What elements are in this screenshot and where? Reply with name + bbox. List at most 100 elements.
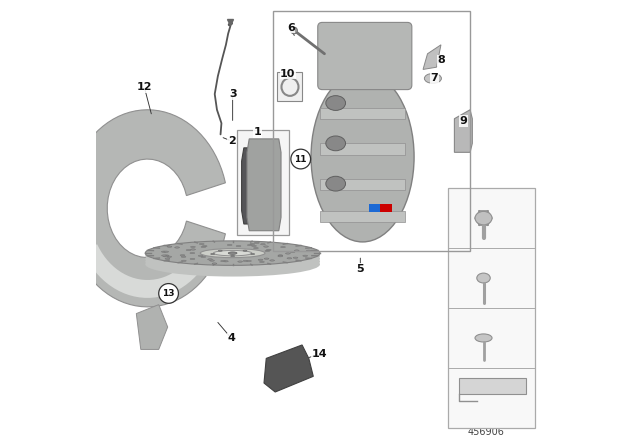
Ellipse shape — [307, 250, 311, 251]
Polygon shape — [83, 244, 212, 298]
Ellipse shape — [145, 241, 320, 265]
Text: 5: 5 — [356, 264, 364, 274]
Ellipse shape — [246, 260, 252, 262]
Text: 13: 13 — [456, 213, 470, 223]
Ellipse shape — [293, 257, 298, 258]
Ellipse shape — [424, 73, 442, 83]
Ellipse shape — [190, 258, 195, 259]
Bar — [237, 130, 289, 235]
Ellipse shape — [291, 27, 298, 34]
Ellipse shape — [237, 261, 243, 262]
Text: 6: 6 — [287, 23, 295, 33]
Ellipse shape — [165, 258, 170, 259]
Text: 7: 7 — [430, 73, 438, 83]
Ellipse shape — [223, 261, 228, 262]
Ellipse shape — [311, 72, 414, 242]
Bar — [273, 11, 470, 251]
Text: 12: 12 — [136, 82, 152, 92]
Ellipse shape — [477, 273, 490, 283]
Ellipse shape — [164, 251, 168, 252]
Ellipse shape — [145, 241, 320, 265]
Ellipse shape — [258, 259, 263, 260]
Ellipse shape — [212, 263, 217, 264]
Ellipse shape — [243, 260, 248, 262]
Ellipse shape — [250, 243, 255, 245]
Ellipse shape — [243, 250, 247, 251]
Ellipse shape — [326, 136, 346, 151]
Ellipse shape — [207, 258, 212, 260]
Ellipse shape — [167, 246, 172, 247]
Ellipse shape — [221, 260, 225, 262]
Text: 3: 3 — [229, 89, 236, 99]
Ellipse shape — [145, 244, 320, 268]
Ellipse shape — [218, 250, 222, 251]
Ellipse shape — [227, 244, 232, 246]
Bar — [380, 204, 392, 212]
Text: 9: 9 — [460, 116, 467, 126]
Ellipse shape — [200, 249, 265, 258]
Ellipse shape — [167, 256, 172, 258]
Ellipse shape — [264, 258, 269, 259]
Polygon shape — [454, 110, 472, 152]
Polygon shape — [241, 148, 273, 224]
Text: 11: 11 — [456, 273, 470, 283]
Polygon shape — [264, 345, 314, 392]
Ellipse shape — [475, 334, 492, 342]
Ellipse shape — [230, 255, 235, 257]
Ellipse shape — [236, 246, 241, 247]
Text: 1: 1 — [253, 127, 261, 137]
Text: 14: 14 — [311, 349, 327, 359]
Text: 4: 4 — [456, 333, 463, 343]
Ellipse shape — [145, 249, 320, 274]
Ellipse shape — [145, 252, 320, 276]
Bar — [277, 72, 302, 101]
Ellipse shape — [280, 246, 285, 248]
Text: 13: 13 — [163, 289, 175, 298]
Polygon shape — [136, 305, 168, 349]
Ellipse shape — [260, 244, 266, 245]
Polygon shape — [423, 45, 441, 69]
Ellipse shape — [228, 252, 237, 254]
Ellipse shape — [294, 250, 299, 251]
Ellipse shape — [181, 260, 186, 262]
Ellipse shape — [201, 256, 205, 258]
Text: 456906: 456906 — [467, 427, 504, 437]
Ellipse shape — [161, 251, 166, 252]
Ellipse shape — [191, 249, 195, 250]
Ellipse shape — [265, 250, 270, 251]
Bar — [320, 211, 405, 222]
Ellipse shape — [326, 176, 346, 191]
Bar — [320, 179, 405, 190]
Ellipse shape — [202, 246, 207, 247]
Text: 2: 2 — [228, 136, 236, 146]
Bar — [320, 143, 405, 155]
Ellipse shape — [201, 246, 206, 248]
Ellipse shape — [266, 249, 271, 250]
Ellipse shape — [213, 250, 252, 256]
Ellipse shape — [252, 245, 257, 246]
Ellipse shape — [210, 260, 214, 261]
Bar — [448, 188, 535, 428]
Ellipse shape — [259, 261, 264, 263]
Ellipse shape — [475, 211, 492, 225]
Polygon shape — [67, 110, 225, 307]
Ellipse shape — [175, 247, 179, 248]
Ellipse shape — [162, 255, 166, 256]
Ellipse shape — [264, 246, 268, 247]
Ellipse shape — [198, 255, 203, 256]
Ellipse shape — [255, 242, 259, 243]
Ellipse shape — [163, 256, 168, 257]
Ellipse shape — [253, 247, 259, 249]
Text: 11: 11 — [294, 155, 307, 164]
Polygon shape — [459, 379, 526, 394]
Ellipse shape — [269, 260, 275, 261]
FancyBboxPatch shape — [317, 22, 412, 90]
Ellipse shape — [181, 256, 186, 258]
Bar — [320, 108, 405, 119]
Ellipse shape — [145, 246, 320, 271]
Circle shape — [159, 284, 179, 303]
Ellipse shape — [278, 255, 283, 256]
Text: 10: 10 — [280, 69, 296, 79]
Ellipse shape — [186, 250, 191, 251]
Ellipse shape — [303, 255, 308, 256]
